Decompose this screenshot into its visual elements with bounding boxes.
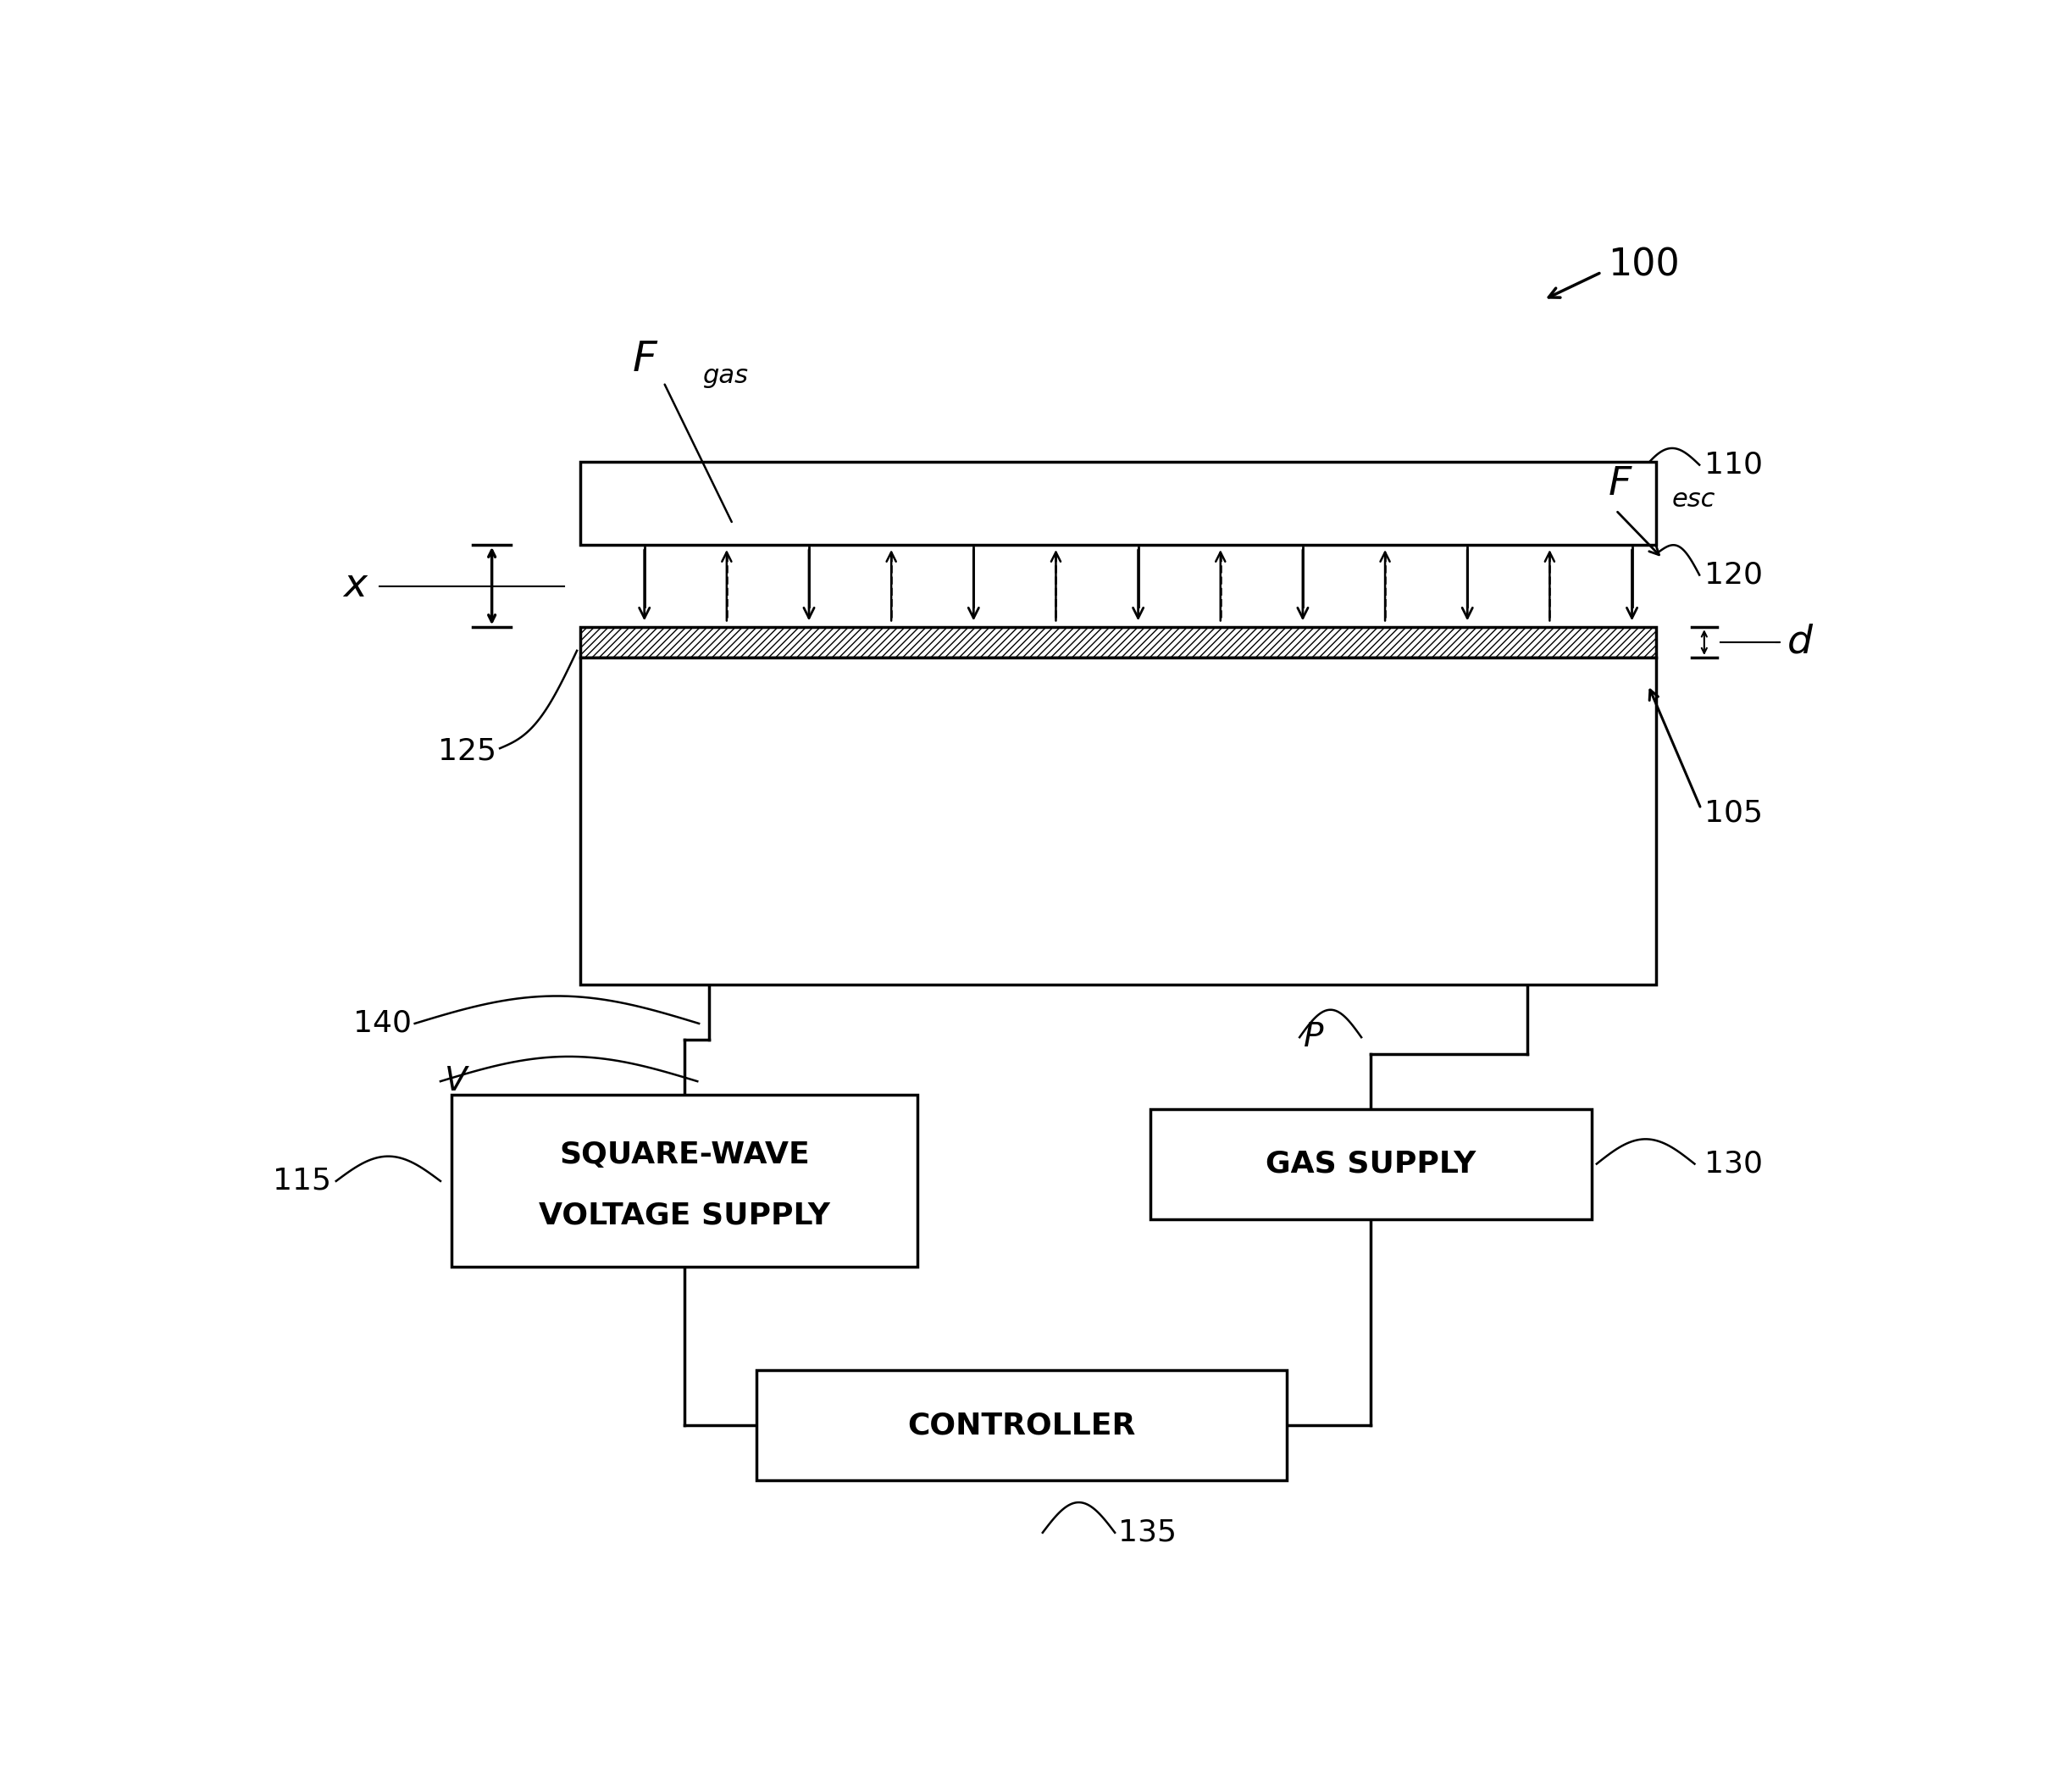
Bar	[580, 463, 1656, 545]
Text: $x$: $x$	[342, 566, 369, 606]
Text: SQUARE-WAVE: SQUARE-WAVE	[559, 1140, 810, 1170]
Text: 105: 105	[1703, 799, 1763, 827]
Bar	[580, 658, 1656, 985]
Text: GAS SUPPLY: GAS SUPPLY	[1266, 1149, 1475, 1178]
Text: 130: 130	[1703, 1149, 1763, 1178]
Text: $d$: $d$	[1786, 624, 1815, 661]
Text: $\mathit{F}$: $\mathit{F}$	[632, 340, 659, 379]
Text: 120: 120	[1703, 561, 1763, 590]
Text: gas: gas	[702, 363, 748, 388]
Bar	[580, 627, 1656, 658]
Bar	[1150, 1108, 1591, 1219]
Text: $\mathit{F}$: $\mathit{F}$	[1608, 465, 1633, 504]
Text: $P$: $P$	[1303, 1020, 1324, 1053]
Text: 115: 115	[274, 1167, 332, 1196]
Text: 100: 100	[1608, 247, 1680, 284]
Text: 140: 140	[352, 1010, 412, 1038]
Text: $V$: $V$	[443, 1065, 470, 1097]
Text: CONTROLLER: CONTROLLER	[908, 1412, 1135, 1440]
Text: esc: esc	[1672, 488, 1716, 511]
Text: 135: 135	[1119, 1519, 1177, 1548]
Text: VOLTAGE SUPPLY: VOLTAGE SUPPLY	[539, 1201, 831, 1229]
Text: 110: 110	[1703, 450, 1763, 479]
Bar	[756, 1371, 1287, 1480]
Text: 125: 125	[437, 736, 497, 765]
Bar	[452, 1095, 918, 1267]
